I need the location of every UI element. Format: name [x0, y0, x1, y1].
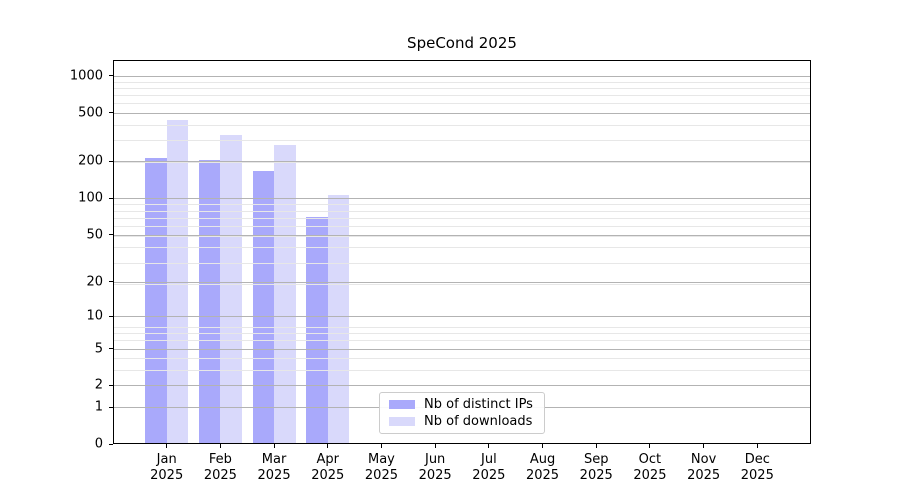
x-tick-label-mar: Mar 2025 — [257, 452, 291, 483]
major-gridline — [114, 348, 810, 350]
bar-nb-of-downloads-feb — [220, 135, 242, 443]
minor-gridline — [114, 326, 810, 328]
minor-gridline — [114, 262, 810, 264]
x-tick-label-dec: Dec 2025 — [740, 452, 774, 483]
y-tick-mark — [109, 348, 113, 350]
minor-gridline — [114, 247, 810, 249]
y-tick-label: 0 — [94, 436, 103, 452]
x-tick-mark — [488, 444, 490, 448]
major-gridline — [114, 234, 810, 236]
y-tick-mark — [109, 234, 113, 236]
y-tick-mark — [109, 406, 113, 408]
x-tick-mark — [542, 444, 544, 448]
minor-gridline — [114, 103, 810, 105]
major-gridline — [114, 198, 810, 200]
bar-nb-of-distinct-ips-mar — [252, 171, 275, 443]
minor-gridline — [114, 87, 810, 89]
minor-gridline — [114, 95, 810, 97]
bar-nb-of-distinct-ips-apr — [306, 216, 328, 443]
y-tick-mark — [109, 443, 113, 445]
chart-title: SpeCond 2025 — [407, 34, 517, 52]
minor-gridline — [114, 225, 810, 227]
x-tick-label-feb: Feb 2025 — [203, 452, 237, 483]
y-tick-mark — [109, 75, 113, 77]
x-tick-mark — [703, 444, 705, 448]
major-gridline — [114, 281, 810, 283]
x-tick-label-jan: Jan 2025 — [150, 452, 184, 483]
legend: Nb of distinct IPs Nb of downloads — [379, 392, 545, 434]
y-tick-label: 2 — [94, 377, 103, 393]
bar-nb-of-downloads-mar — [274, 144, 296, 443]
x-tick-mark — [273, 444, 275, 448]
x-tick-label-sep: Sep 2025 — [579, 452, 613, 483]
y-tick-label: 1000 — [69, 68, 103, 84]
legend-label-distinct-ips: Nb of distinct IPs — [424, 397, 533, 413]
major-gridline — [114, 161, 810, 163]
legend-entry-distinct-ips: Nb of distinct IPs — [389, 397, 535, 412]
major-gridline — [114, 75, 810, 77]
bar-nb-of-distinct-ips-feb — [198, 159, 221, 443]
x-tick-label-apr: Apr 2025 — [311, 452, 345, 483]
x-tick-label-oct: Oct 2025 — [633, 452, 667, 483]
bar-nb-of-distinct-ips-jan — [145, 157, 167, 443]
x-tick-mark — [166, 444, 168, 448]
bar-nb-of-downloads-jan — [166, 120, 189, 443]
x-tick-label-aug: Aug 2025 — [525, 452, 560, 483]
y-tick-label: 200 — [78, 153, 103, 169]
minor-gridline — [114, 284, 810, 286]
minor-gridline — [114, 235, 810, 237]
y-tick-label: 10 — [86, 308, 103, 324]
y-tick-mark — [109, 315, 113, 317]
x-tick-mark — [756, 444, 758, 448]
y-tick-mark — [109, 112, 113, 114]
x-tick-mark — [219, 444, 221, 448]
minor-gridline — [114, 124, 810, 126]
minor-gridline — [114, 204, 810, 206]
minor-gridline — [114, 358, 810, 360]
y-tick-label: 100 — [78, 190, 103, 206]
x-tick-label-may: May 2025 — [364, 452, 398, 483]
y-tick-label: 1 — [94, 399, 103, 415]
minor-gridline — [114, 340, 810, 342]
y-tick-mark — [109, 197, 113, 199]
y-tick-label: 50 — [86, 227, 103, 243]
x-tick-mark — [649, 444, 651, 448]
major-gridline — [114, 112, 810, 114]
legend-entry-downloads: Nb of downloads — [389, 414, 535, 429]
x-tick-mark — [327, 444, 329, 448]
x-tick-label-nov: Nov 2025 — [687, 452, 721, 483]
minor-gridline — [114, 81, 810, 83]
major-gridline — [114, 385, 810, 387]
plot-area — [113, 60, 811, 444]
minor-gridline — [114, 370, 810, 372]
x-tick-mark — [434, 444, 436, 448]
y-tick-label: 500 — [78, 105, 103, 121]
y-tick-label: 5 — [94, 341, 103, 357]
y-tick-mark — [109, 384, 113, 386]
bar-nb-of-downloads-apr — [327, 194, 350, 443]
major-gridline — [114, 316, 810, 318]
x-tick-mark — [595, 444, 597, 448]
x-tick-mark — [380, 444, 382, 448]
y-tick-label: 20 — [86, 274, 103, 290]
x-tick-label-jun: Jun 2025 — [418, 452, 452, 483]
legend-swatch-distinct-ips-icon — [389, 400, 415, 410]
minor-gridline — [114, 333, 810, 335]
minor-gridline — [114, 217, 810, 219]
x-tick-label-jul: Jul 2025 — [472, 452, 506, 483]
minor-gridline — [114, 140, 810, 142]
legend-swatch-downloads-icon — [389, 416, 415, 426]
y-tick-mark — [109, 160, 113, 162]
legend-label-downloads: Nb of downloads — [424, 413, 533, 429]
minor-gridline — [114, 210, 810, 212]
y-tick-mark — [109, 281, 113, 283]
